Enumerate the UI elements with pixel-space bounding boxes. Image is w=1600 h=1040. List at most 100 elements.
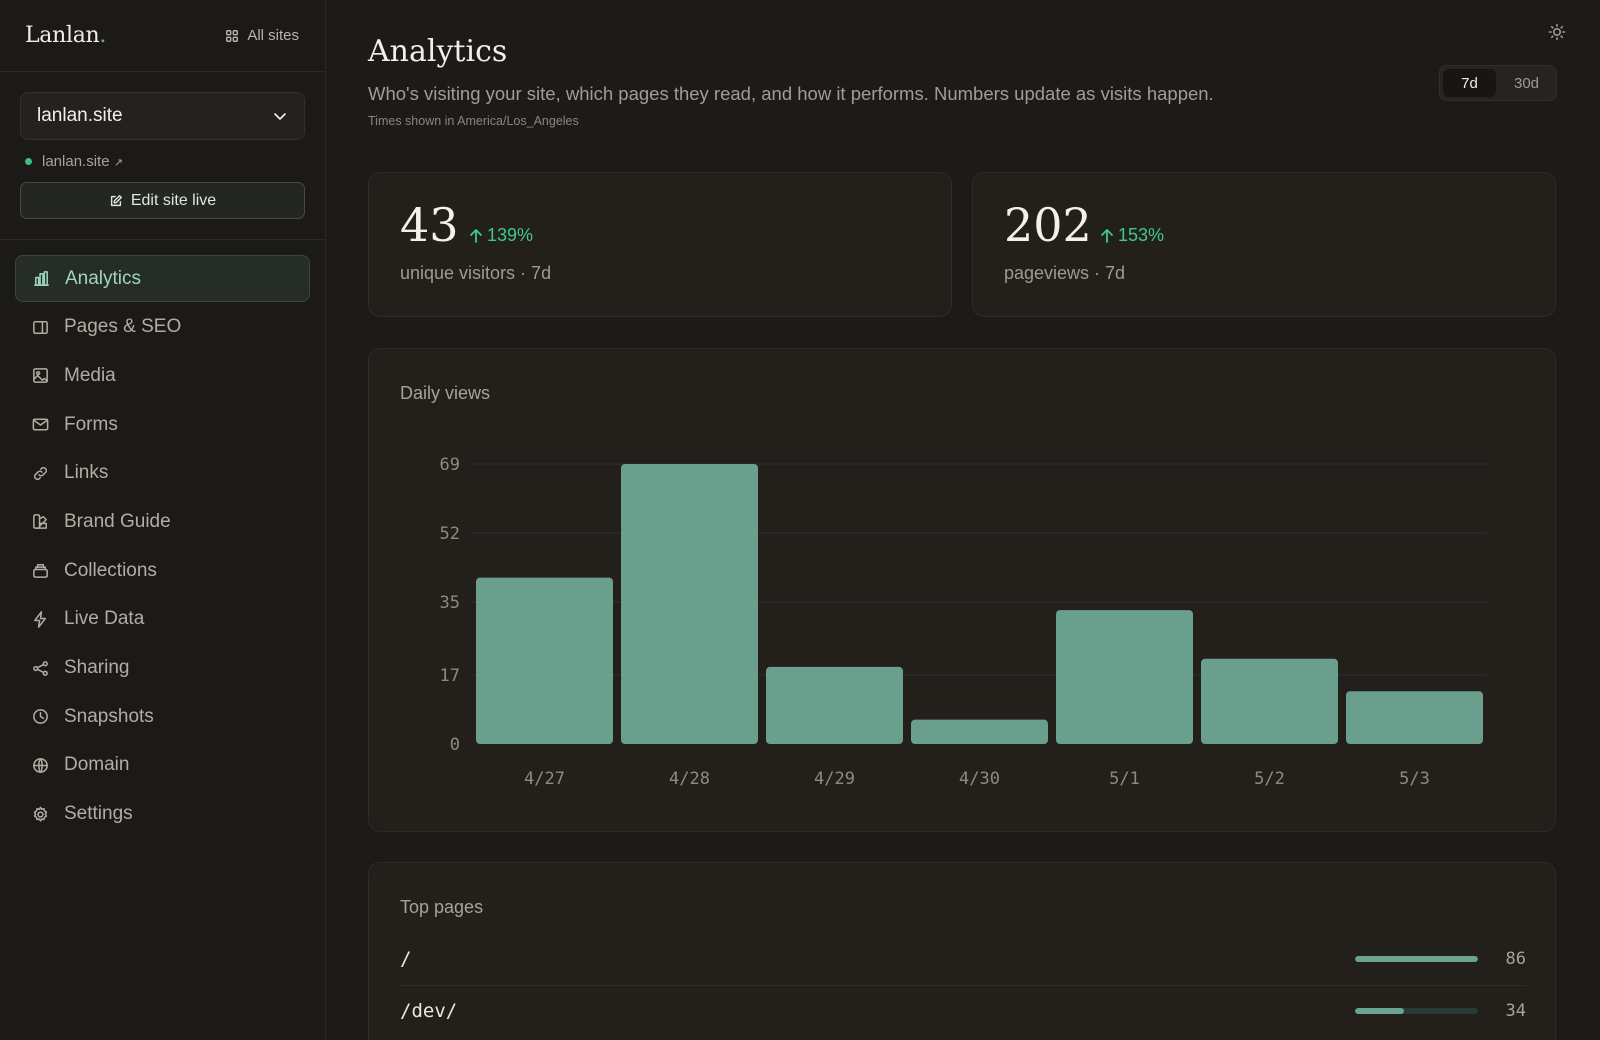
- unique-visitors-delta-value: 139%: [487, 225, 534, 245]
- top-page-row[interactable]: / 86: [400, 933, 1526, 985]
- theme-toggle-sun-icon[interactable]: [1548, 23, 1566, 41]
- pageviews-card: 202 153% pageviews · 7d: [972, 172, 1556, 317]
- page-path: /dev/: [400, 1000, 458, 1022]
- site-live-link[interactable]: lanlan.site ↗: [20, 153, 305, 170]
- mail-icon: [32, 418, 49, 431]
- sidebar-nav: Analytics Pages & SEO Media Forms Links …: [0, 240, 325, 854]
- top-pages-card: Top pages / 86 /dev/ 34: [368, 862, 1556, 1040]
- gear-icon: [33, 806, 48, 822]
- sidebar-item-label: Domain: [64, 754, 130, 776]
- all-sites-link[interactable]: All sites: [225, 27, 299, 44]
- y-tick-label: 52: [440, 524, 460, 544]
- sidebar-item-pages-seo[interactable]: Pages & SEO: [15, 304, 310, 351]
- sidebar-item-settings[interactable]: Settings: [15, 791, 310, 838]
- y-tick-label: 69: [440, 455, 460, 475]
- sidebar-item-snapshots[interactable]: Snapshots: [15, 693, 310, 740]
- range-toggle: 7d 30d: [1439, 65, 1557, 101]
- arrow-up-icon: [1101, 228, 1113, 243]
- bar: [476, 577, 613, 744]
- sidebar-item-label: Live Data: [64, 608, 145, 630]
- x-tick-label: 5/3: [1399, 769, 1430, 789]
- range-tab-7d[interactable]: 7d: [1443, 69, 1496, 97]
- page-share-fill: [1355, 1008, 1405, 1014]
- brand-dot: .: [99, 23, 107, 48]
- globe-icon: [33, 757, 48, 773]
- site-selector[interactable]: lanlan.site: [20, 92, 305, 140]
- sidebar-item-domain[interactable]: Domain: [15, 742, 310, 789]
- sidebar-item-label: Analytics: [65, 267, 142, 289]
- link-icon: [33, 466, 48, 480]
- site-block: lanlan.site lanlan.site ↗ Edit site live: [0, 72, 325, 240]
- y-tick-label: 17: [440, 666, 460, 686]
- bolt-icon: [34, 610, 47, 628]
- pageviews-delta-value: 153%: [1118, 225, 1165, 245]
- daily-views-chart: 0 17 35 52 69 4/27 4/28 4/29 4/30 5/1 5/2 5/3: [440, 455, 1487, 789]
- bar: [1346, 691, 1483, 744]
- sidebar-item-label: Pages & SEO: [64, 316, 182, 338]
- x-tick-label: 4/27: [524, 769, 565, 789]
- bar: [766, 666, 903, 744]
- y-tick-label: 0: [450, 735, 460, 755]
- edit-site-live-button[interactable]: Edit site live: [20, 182, 305, 219]
- sidebar-item-live-data[interactable]: Live Data: [15, 596, 310, 643]
- sidebar-item-links[interactable]: Links: [15, 450, 310, 497]
- sidebar-item-analytics[interactable]: Analytics: [15, 255, 310, 302]
- top-page-row[interactable]: /dev/ 34: [400, 985, 1526, 1037]
- pageviews-value: 202: [1004, 198, 1092, 252]
- sidebar-item-label: Media: [64, 364, 116, 386]
- palette-icon: [33, 514, 47, 530]
- all-sites-label: All sites: [247, 27, 299, 44]
- unique-visitors-card: 43 139% unique visitors · 7d: [368, 172, 952, 317]
- x-tick-label: 5/2: [1254, 769, 1285, 789]
- bar: [621, 464, 758, 744]
- range-tab-30d[interactable]: 30d: [1513, 74, 1540, 92]
- x-tick-label: 4/28: [669, 769, 710, 789]
- page-view-count: 86: [1505, 949, 1526, 969]
- top-pages-title: Top pages: [400, 897, 484, 917]
- bar-chart-icon: [34, 271, 49, 286]
- clock-icon: [33, 709, 48, 725]
- stack-icon: [33, 564, 48, 579]
- arrow-up-icon: [470, 228, 482, 243]
- page-share-fill: [1355, 956, 1478, 962]
- sidebar-item-label: Settings: [64, 803, 133, 825]
- sidebar-item-sharing[interactable]: Sharing: [15, 645, 310, 692]
- sidebar-item-label: Brand Guide: [64, 510, 171, 532]
- pageviews-delta: 153%: [1100, 225, 1164, 246]
- external-link-icon: ↗: [113, 157, 123, 169]
- x-tick-label: 5/1: [1109, 769, 1140, 789]
- chart-title: Daily views: [400, 383, 491, 403]
- sidebar-item-collections[interactable]: Collections: [15, 547, 310, 594]
- page-title: Analytics: [368, 34, 508, 69]
- sidebar-item-media[interactable]: Media: [15, 352, 310, 399]
- unique-visitors-delta: 139%: [469, 225, 533, 246]
- site-selector-value: lanlan.site: [37, 105, 123, 126]
- page-share-bar: [1355, 956, 1478, 962]
- bar: [1056, 610, 1193, 744]
- sidebar-item-brand-guide[interactable]: Brand Guide: [15, 498, 310, 545]
- edit-icon: [110, 194, 122, 206]
- image-icon: [33, 368, 48, 384]
- row-divider: [400, 985, 1526, 986]
- page-path: /: [400, 948, 412, 970]
- page-icon: [33, 320, 48, 334]
- x-tick-label: 4/30: [959, 769, 1000, 789]
- sidebar-item-label: Collections: [64, 559, 157, 581]
- unique-visitors-label: unique visitors · 7d: [400, 263, 552, 283]
- bar: [1201, 658, 1338, 744]
- sidebar: Lanlan. All sites lanlan.site lanlan.sit…: [0, 0, 326, 1040]
- grid-icon: [226, 29, 239, 42]
- site-link-label: lanlan.site: [42, 153, 110, 170]
- online-status-dot: [25, 158, 32, 165]
- x-tick-label: 4/29: [814, 769, 855, 789]
- brand-name: Lanlan: [25, 23, 100, 48]
- sidebar-item-label: Forms: [64, 413, 118, 435]
- brand-logo[interactable]: Lanlan.: [25, 23, 106, 48]
- page-description: Who's visiting your site, which pages th…: [368, 83, 1214, 104]
- chevron-down-icon: [274, 113, 286, 120]
- sidebar-item-forms[interactable]: Forms: [15, 401, 310, 448]
- sidebar-header: Lanlan. All sites: [0, 0, 325, 72]
- pageviews-label: pageviews · 7d: [1004, 263, 1126, 283]
- page-share-bar: [1355, 1008, 1478, 1014]
- y-tick-label: 35: [440, 593, 460, 613]
